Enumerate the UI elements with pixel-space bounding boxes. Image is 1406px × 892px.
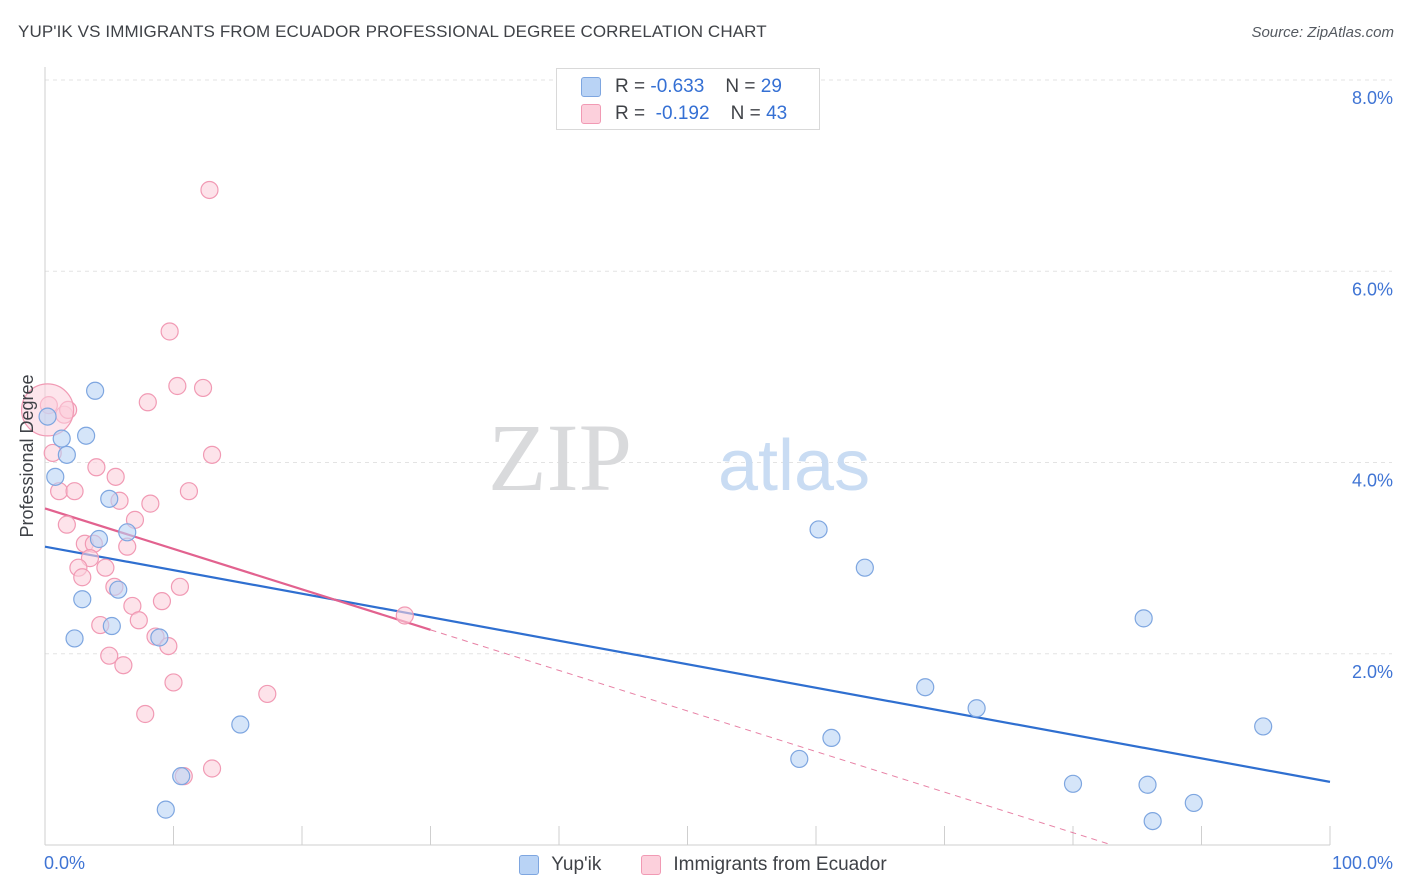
point-immigrants-from-ecuador bbox=[96, 558, 115, 577]
point-immigrants-from-ecuador bbox=[106, 467, 125, 486]
point-yupik bbox=[77, 426, 96, 445]
n-value: 29 bbox=[760, 76, 782, 97]
point-immigrants-from-ecuador bbox=[168, 376, 187, 396]
point-yupik bbox=[38, 407, 57, 426]
n-label: N = bbox=[730, 103, 761, 124]
point-yupik bbox=[1184, 793, 1203, 813]
legend-item-ecuador[interactable]: Immigrants from Ecuador bbox=[641, 852, 887, 878]
point-yupik bbox=[1254, 717, 1273, 736]
point-yupik bbox=[172, 767, 191, 786]
point-immigrants-from-ecuador bbox=[65, 482, 84, 501]
r-label: R = bbox=[615, 103, 646, 124]
stats-legend-box: R = -0.633 N = 29 R = -0.192 N = 43 bbox=[556, 68, 820, 130]
point-immigrants-from-ecuador bbox=[202, 759, 222, 778]
point-immigrants-from-ecuador bbox=[138, 393, 157, 412]
tick-labels: 2.0% 4.0% 6.0% 8.0% 0.0% 100.0% bbox=[44, 88, 1393, 873]
point-immigrants-from-ecuador bbox=[179, 482, 199, 501]
point-yupik bbox=[1134, 609, 1153, 628]
point-yupik bbox=[855, 558, 874, 577]
watermark-zip: ZIP bbox=[488, 404, 632, 511]
n-value: 43 bbox=[766, 103, 788, 124]
point-yupik bbox=[156, 800, 175, 819]
point-immigrants-from-ecuador bbox=[114, 656, 133, 675]
y-axis-label: Professional Degree bbox=[17, 374, 37, 537]
gridlines bbox=[45, 79, 1392, 655]
point-yupik bbox=[102, 616, 121, 636]
trendline-ecuador-extension bbox=[430, 629, 1113, 846]
point-yupik bbox=[46, 467, 65, 486]
watermark-atlas: atlas bbox=[718, 426, 870, 506]
data-points bbox=[20, 180, 1273, 831]
point-immigrants-from-ecuador bbox=[100, 646, 119, 665]
x-tick-label-min: 0.0% bbox=[44, 853, 85, 873]
point-yupik bbox=[73, 590, 92, 609]
point-immigrants-from-ecuador bbox=[160, 322, 179, 341]
point-immigrants-from-ecuador bbox=[141, 494, 160, 513]
point-immigrants-from-ecuador bbox=[202, 445, 222, 464]
x-tick-label-max: 100.0% bbox=[1332, 853, 1393, 873]
point-immigrants-from-ecuador bbox=[170, 577, 190, 596]
point-yupik bbox=[231, 715, 250, 734]
legend-label-yupik: Yup'ik bbox=[551, 854, 602, 875]
point-immigrants-from-ecuador bbox=[87, 458, 106, 477]
n-label: N = bbox=[725, 76, 756, 97]
point-yupik bbox=[822, 728, 841, 748]
bottom-legend: Yup'ik Immigrants from Ecuador bbox=[0, 852, 1406, 878]
stats-row-yupik: R = -0.633 N = 29 bbox=[581, 75, 782, 99]
point-yupik bbox=[57, 445, 76, 464]
y-tick-label: 4.0% bbox=[1352, 471, 1393, 491]
y-tick-label: 8.0% bbox=[1352, 88, 1393, 108]
point-yupik bbox=[100, 489, 119, 508]
point-yupik bbox=[89, 529, 109, 549]
point-yupik bbox=[1063, 774, 1083, 793]
r-value: -0.192 bbox=[655, 103, 710, 124]
point-yupik bbox=[86, 381, 105, 400]
r-label: R = bbox=[615, 76, 646, 97]
point-immigrants-from-ecuador bbox=[193, 378, 213, 398]
point-yupik bbox=[809, 520, 828, 539]
point-yupik bbox=[790, 749, 809, 769]
legend-swatch-ecuador bbox=[641, 855, 662, 875]
zipatlas-watermark: ZIP atlas bbox=[488, 404, 870, 511]
legend-item-yupik[interactable]: Yup'ik bbox=[519, 852, 601, 878]
source-label: Source: ZipAtlas.com bbox=[1251, 24, 1394, 41]
stats-row-ecuador: R = -0.192 N = 43 bbox=[581, 102, 788, 126]
trendline-yupik bbox=[44, 545, 1331, 783]
point-immigrants-from-ecuador bbox=[129, 611, 148, 630]
point-yupik bbox=[109, 580, 128, 599]
y-tick-label: 2.0% bbox=[1352, 662, 1393, 682]
trend-lines bbox=[44, 507, 1331, 846]
point-yupik bbox=[1143, 811, 1162, 831]
y-tick-label: 6.0% bbox=[1352, 279, 1393, 299]
point-yupik bbox=[150, 628, 169, 647]
point-yupik bbox=[65, 629, 84, 648]
trendline-ecuador bbox=[44, 507, 431, 631]
point-immigrants-from-ecuador bbox=[258, 684, 277, 704]
chart-title: YUP'IK VS IMMIGRANTS FROM ECUADOR PROFES… bbox=[18, 22, 767, 41]
yupik-swatch bbox=[581, 77, 601, 97]
legend-swatch-yupik bbox=[519, 855, 540, 875]
point-yupik bbox=[1138, 775, 1157, 794]
r-value: -0.633 bbox=[650, 76, 705, 97]
point-immigrants-from-ecuador bbox=[200, 180, 219, 200]
point-immigrants-from-ecuador bbox=[152, 592, 172, 611]
point-yupik bbox=[967, 699, 986, 718]
point-immigrants-from-ecuador bbox=[395, 606, 414, 625]
legend-label-ecuador: Immigrants from Ecuador bbox=[673, 854, 887, 875]
point-immigrants-from-ecuador bbox=[57, 515, 76, 534]
point-yupik bbox=[916, 678, 935, 697]
point-yupik bbox=[52, 429, 71, 448]
point-immigrants-from-ecuador bbox=[73, 568, 92, 587]
point-immigrants-from-ecuador bbox=[136, 704, 155, 724]
point-immigrants-from-ecuador bbox=[164, 673, 183, 692]
point-yupik bbox=[118, 523, 137, 542]
ecuador-swatch bbox=[581, 104, 601, 124]
